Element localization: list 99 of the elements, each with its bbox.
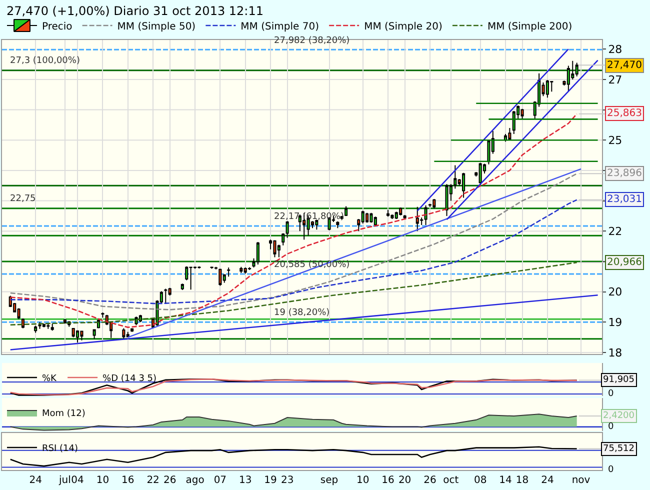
candlestick (390, 214, 394, 220)
candlestick (134, 316, 138, 326)
ref-line-label: 19 (38,20%) (274, 308, 330, 318)
ref-line-label: 27,982 (38,20%) (274, 36, 350, 46)
candlestick (520, 108, 524, 120)
x-tick-label: 07 (214, 475, 227, 486)
x-tick-label: 22 (146, 475, 160, 486)
candlestick (76, 330, 80, 343)
legend-label: MM (Simple 200) (487, 21, 572, 32)
candlestick (478, 162, 482, 186)
legend-label: MM (Simple 70) (240, 21, 320, 32)
candlestick (416, 206, 419, 232)
text: 0 (608, 422, 614, 432)
candlestick (394, 211, 398, 220)
candlestick (566, 65, 570, 92)
annotation: 91,905 (603, 375, 634, 385)
x-tick-label: 16 (382, 475, 394, 486)
candlestick (122, 328, 126, 340)
x-tick-label: oct (443, 475, 459, 486)
candlestick (315, 219, 318, 230)
candlestick (227, 267, 230, 278)
candlestick (164, 288, 168, 304)
annotation: 20,966 (607, 257, 642, 268)
candlestick (366, 212, 369, 224)
x-tick-label: 24 (29, 475, 42, 486)
legend-label: MM (Simple 20) (364, 21, 442, 32)
candlestick (240, 266, 243, 274)
candlestick (34, 325, 38, 334)
annotation: 27,470 (607, 60, 642, 71)
ref-line-label: 27,3 (100,00%) (10, 56, 80, 66)
line-series (10, 113, 578, 328)
x-tick-label: 13 (238, 475, 252, 486)
annotation: 75,512 (603, 444, 634, 454)
legend-label: Mom (12) (42, 409, 86, 420)
text: 0 (608, 465, 614, 475)
candlestick (432, 198, 436, 210)
candlestick (63, 318, 66, 324)
candlestick (92, 329, 96, 340)
x-tick-label: 26 (163, 475, 176, 486)
x-tick-label: jul (58, 475, 71, 486)
legend-label: Precio (42, 21, 72, 32)
candlestick (21, 318, 25, 329)
annotation: 23,896 (607, 168, 642, 179)
candlestick (277, 244, 280, 258)
y-tick-label: 25 (608, 134, 622, 147)
candlestick (38, 322, 42, 330)
legend-label: MM (Simple 50) (117, 21, 196, 32)
text: 0 (608, 389, 614, 399)
candlestick (336, 220, 340, 229)
legend-label: %D (14 3 5) (102, 374, 157, 384)
candlestick (399, 206, 402, 216)
y-tick-label: 28 (608, 42, 622, 56)
candlestick (273, 240, 276, 258)
x-tick-label: 26 (424, 475, 436, 486)
annotation: 2,4200 (603, 411, 635, 421)
line-series (10, 262, 578, 326)
x-tick-label: 10 (96, 475, 110, 486)
annotation: 23,031 (607, 194, 642, 205)
x-tick-label: 20 (398, 475, 412, 486)
candlestick (374, 216, 377, 226)
annotation: 25,863 (607, 108, 642, 119)
x-tick-label: 23 (280, 475, 294, 486)
x-tick-label: 18 (516, 475, 529, 486)
candlestick (218, 268, 222, 286)
y-tick-label: 27 (608, 73, 622, 86)
y-tick-label: 20 (608, 286, 622, 299)
candlestick (462, 172, 466, 198)
x-tick-label: 19 (264, 475, 277, 486)
candlestick (575, 62, 578, 77)
candlestick (189, 266, 192, 290)
x-tick-label: 14 (499, 475, 512, 486)
chart-title: 27,470 (+1,00%) Diario 31 oct 2013 12:11 (6, 4, 264, 18)
candlestick (370, 212, 373, 224)
candlestick (244, 267, 247, 274)
candlestick (101, 312, 104, 318)
candlestick (50, 323, 54, 332)
candlestick (256, 242, 260, 265)
candlestick (46, 322, 50, 330)
x-tick-label: 24 (541, 475, 554, 486)
candlestick (180, 283, 184, 290)
candlestick (546, 80, 549, 98)
ref-line-label: 22,75 (10, 194, 36, 204)
legend-label: %K (42, 374, 58, 384)
y-tick-label: 22 (608, 224, 622, 238)
candlestick (424, 204, 428, 226)
x-tick-label: sep (320, 475, 338, 486)
y-tick-label: 19 (608, 316, 622, 329)
candlestick (445, 184, 448, 216)
candlestick (386, 209, 390, 218)
x-tick-label: 10 (356, 475, 370, 486)
x-tick-label: 16 (122, 475, 134, 486)
candlestick (80, 330, 84, 341)
candlestick (508, 127, 512, 141)
y-tick-label: 18 (608, 346, 622, 360)
x-tick-label: 08 (474, 475, 487, 486)
candlestick (344, 206, 348, 216)
x-tick-label: nov (572, 475, 590, 486)
x-tick-label: 04 (71, 475, 84, 486)
x-tick-label: ago (186, 475, 204, 486)
